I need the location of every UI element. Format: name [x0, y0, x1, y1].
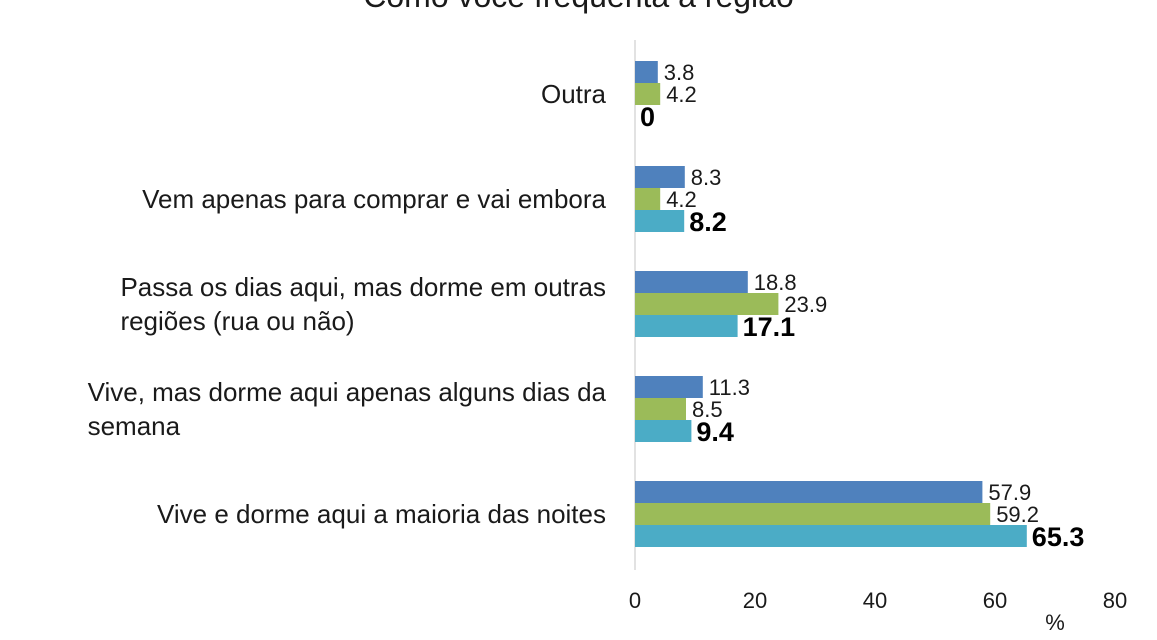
category-label: Outra — [541, 79, 607, 109]
data-label: 59.2 — [996, 502, 1039, 527]
data-label: 17.1 — [743, 312, 796, 342]
category-label-continued: semana — [88, 411, 181, 441]
x-axis-label: % — [1045, 610, 1065, 635]
category-label: Passa os dias aqui, mas dorme em outras — [120, 272, 606, 302]
bar — [635, 525, 1027, 547]
category-label: Vive e dorme aqui a maioria das noites — [157, 499, 606, 529]
bar — [635, 166, 685, 188]
chart-title: Como você frequenta a região — [0, 0, 1157, 15]
bar — [635, 481, 983, 503]
x-tick-label: 80 — [1103, 588, 1127, 613]
category-label: Vive, mas dorme aqui apenas alguns dias … — [88, 377, 607, 407]
x-tick-label: 0 — [629, 588, 641, 613]
data-label: 8.5 — [692, 397, 723, 422]
bar — [635, 188, 661, 210]
data-label: 8.2 — [689, 207, 727, 237]
bar — [635, 61, 658, 83]
x-tick-label: 20 — [743, 588, 767, 613]
bar — [635, 271, 748, 293]
bar — [635, 210, 685, 232]
data-label: 57.9 — [988, 480, 1031, 505]
data-label: 9.4 — [696, 417, 734, 447]
bar — [635, 83, 661, 105]
data-label: 8.3 — [691, 165, 722, 190]
data-label: 65.3 — [1032, 522, 1085, 552]
x-tick-label: 60 — [983, 588, 1007, 613]
bar — [635, 420, 692, 442]
bar — [635, 293, 779, 315]
data-label: 3.8 — [664, 60, 695, 85]
bar — [635, 376, 703, 398]
x-tick-label: 40 — [863, 588, 887, 613]
category-label-continued: regiões (rua ou não) — [120, 306, 354, 336]
data-label: 4.2 — [666, 82, 697, 107]
bar — [635, 315, 738, 337]
bar — [635, 398, 686, 420]
data-label: 11.3 — [709, 375, 750, 400]
data-label: 4.2 — [666, 187, 697, 212]
data-label: 0 — [640, 102, 655, 132]
data-label: 23.9 — [784, 292, 827, 317]
data-label: 18.8 — [754, 270, 797, 295]
category-label: Vem apenas para comprar e vai embora — [142, 184, 606, 214]
bar — [635, 503, 991, 525]
